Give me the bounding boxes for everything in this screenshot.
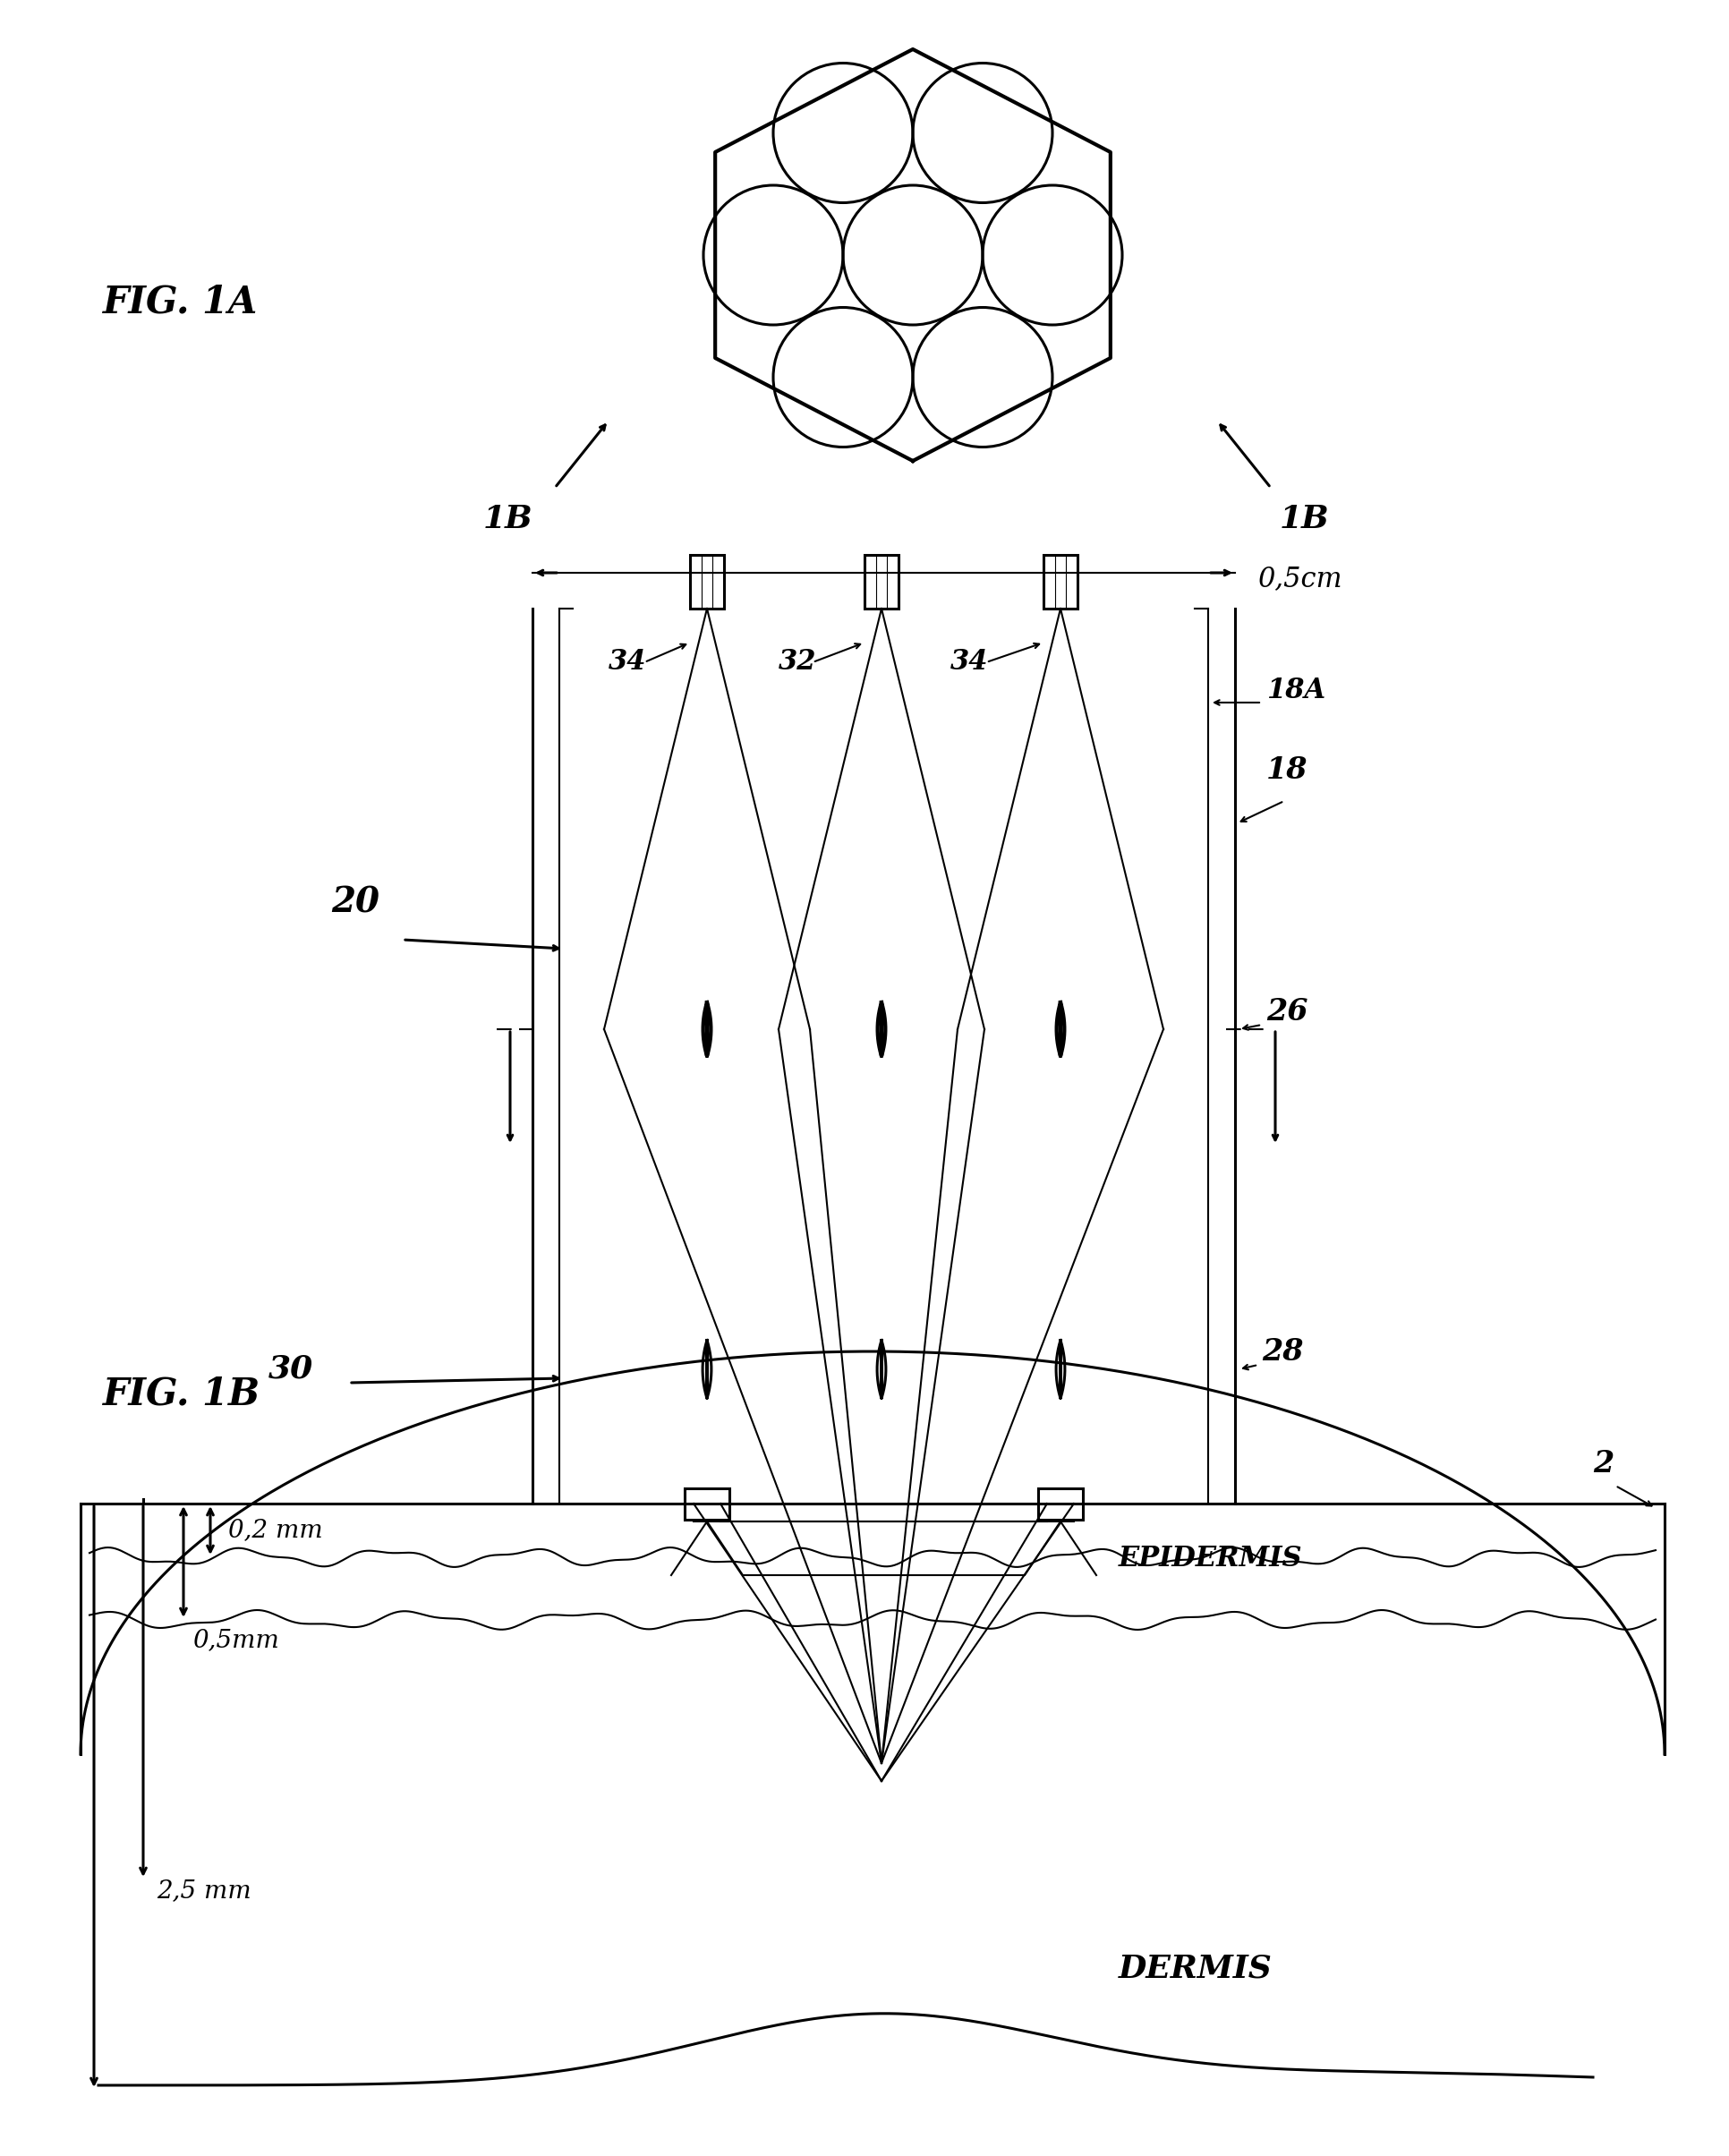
Text: 2: 2 [1592, 1449, 1613, 1479]
Text: DERMIS: DERMIS [1119, 1953, 1273, 1984]
Text: 32: 32 [778, 649, 816, 675]
Text: 1B: 1B [1279, 505, 1330, 535]
Text: FIG. 1A: FIG. 1A [104, 285, 258, 321]
Bar [690, 554, 724, 608]
Text: 30: 30 [268, 1354, 313, 1384]
Text: 34: 34 [951, 649, 989, 675]
Text: 0,5mm: 0,5mm [192, 1628, 278, 1651]
Text: 26: 26 [1266, 996, 1307, 1026]
Bar [1044, 554, 1077, 608]
Text: 28: 28 [1262, 1337, 1304, 1367]
Text: 0,5cm: 0,5cm [1257, 565, 1342, 593]
Text: 34: 34 [609, 649, 647, 675]
Bar [864, 554, 899, 608]
Bar [685, 1488, 730, 1520]
Text: 1B: 1B [484, 505, 533, 535]
Text: 18A: 18A [1266, 677, 1326, 705]
Text: 0,2 mm: 0,2 mm [228, 1518, 323, 1542]
Text: FIG. 1B: FIG. 1B [104, 1376, 261, 1412]
Text: 18: 18 [1266, 755, 1307, 785]
Text: 2,5 mm: 2,5 mm [157, 1878, 251, 1904]
Text: 20: 20 [332, 886, 379, 921]
Bar [1037, 1488, 1082, 1520]
Text: EPIDERMIS: EPIDERMIS [1119, 1544, 1302, 1572]
